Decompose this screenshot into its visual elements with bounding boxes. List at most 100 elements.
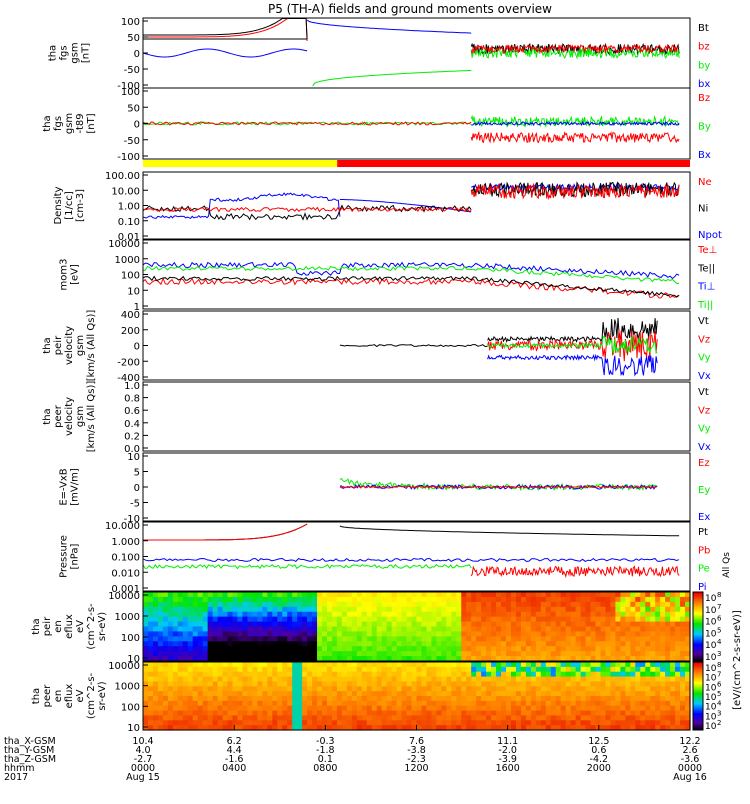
spectrogram-cell [287,691,293,697]
colorbar-cell [693,643,703,646]
spectrogram-cell [456,705,462,712]
spectrogram-cell [282,686,288,692]
panel-ylabel: eV [75,620,86,633]
spectrogram-cell [570,671,577,678]
spectrogram-cell [406,646,413,652]
spectrogram-cell [167,646,174,652]
spectrogram-cell [421,696,428,702]
spectrogram-cell [202,710,209,717]
spectrogram-cell [292,676,298,683]
spectrogram-cell [471,601,477,608]
spectrogram-cell [172,656,179,662]
spectrogram-cell [287,596,293,603]
spectrogram-cell [351,611,358,618]
spectrogram-cell [670,720,676,726]
spectrogram-cell [227,596,234,603]
spectrogram-cell [476,662,482,668]
spectrogram-cell [476,681,482,687]
spectrogram-cell [346,626,353,633]
spectrogram-cell [605,646,612,652]
spectrogram-cell [635,606,641,613]
colorbar-cell [693,631,703,634]
spectrogram-cell [227,671,234,678]
spectrogram-cell [356,656,363,662]
spectrogram-cell [535,671,542,678]
spectrogram-cell [456,676,462,683]
spectrogram-cell [237,596,244,603]
spectrogram-cell [391,666,398,673]
spectrogram-cell [426,592,433,598]
spectrogram-cell [680,715,686,721]
y-tick-label: 1 [134,302,140,313]
spectrogram-cell [272,696,278,702]
spectrogram-cell [540,611,547,618]
spectrogram-cell [530,621,537,628]
spectrogram-cell [257,710,263,717]
spectrogram-cell [645,666,651,673]
electron-spectrogram [143,662,691,731]
spectrogram-cell [590,720,597,726]
spectrogram-cell [486,596,492,603]
spectrogram-cell [341,656,348,662]
spectrogram-cell [555,710,562,717]
spectrogram-cell [187,671,194,678]
spectrogram-cell [202,696,209,702]
spectrogram-cell [436,606,442,613]
spectrogram-cell [476,700,482,707]
colorbar-cell [693,724,703,728]
spectrogram-cell [212,681,219,687]
spectrogram-cell [177,636,184,642]
spectrogram-cell [471,715,477,721]
spectrogram-cell [625,621,631,628]
spectrogram-cell [406,601,413,608]
spectrogram-cell [645,662,651,668]
spectrogram-cell [496,611,502,618]
spectrogram-cell [555,611,562,618]
spectrogram-cell [167,710,174,717]
spectrogram-cell [481,725,487,731]
spectrogram-cell [202,720,209,726]
spectrogram-cell [167,626,174,633]
xaxis-tick-value: 2000 [587,763,611,774]
spectrogram-cell [272,666,278,673]
spectrogram-cell [322,696,328,702]
spectrogram-cell [356,616,363,623]
spectrogram-cell [177,662,184,668]
spectrogram-cell [625,696,631,702]
spectrogram-cell [391,686,398,692]
spectrogram-cell [441,666,447,673]
spectrogram-cell [451,662,457,668]
spectrogram-cell [336,725,343,731]
spectrogram-cell [202,691,209,697]
spectrogram-cell [232,696,239,702]
spectrogram-cell [660,621,666,628]
spectrogram-cell [620,626,626,633]
spectrogram-cell [411,631,418,637]
spectrogram-cell [421,631,428,637]
spectrogram-cell [356,621,363,628]
spectrogram-cell [376,715,383,721]
spectrogram-cell [660,710,666,717]
spectrogram-cell [302,681,308,687]
spectrogram-cell [277,596,283,603]
spectrogram-cell [675,700,681,707]
spectrogram-cell [525,646,532,652]
spectrogram-cell [182,651,189,657]
spectrogram-cell [645,715,651,721]
spectrogram-cell [620,651,626,657]
panel-ylabel: Density [53,186,64,224]
spectrogram-cell [685,666,691,673]
spectrogram-cell [461,662,467,668]
spectrogram-cell [431,641,437,647]
colorbar-cell [693,592,703,595]
spectrogram-cell [272,641,278,647]
spectrogram-cell [237,666,244,673]
spectrogram-cell [227,641,234,647]
spectrogram-cell [660,681,666,687]
spectrogram-cell [520,601,527,608]
spectrogram-cell [496,700,502,707]
spectrogram-cell [247,606,253,613]
spectrogram-cell [555,676,562,683]
colorbar-tick-base: 10 [705,693,717,703]
xaxis-tick-value: 0.6 [591,745,606,756]
